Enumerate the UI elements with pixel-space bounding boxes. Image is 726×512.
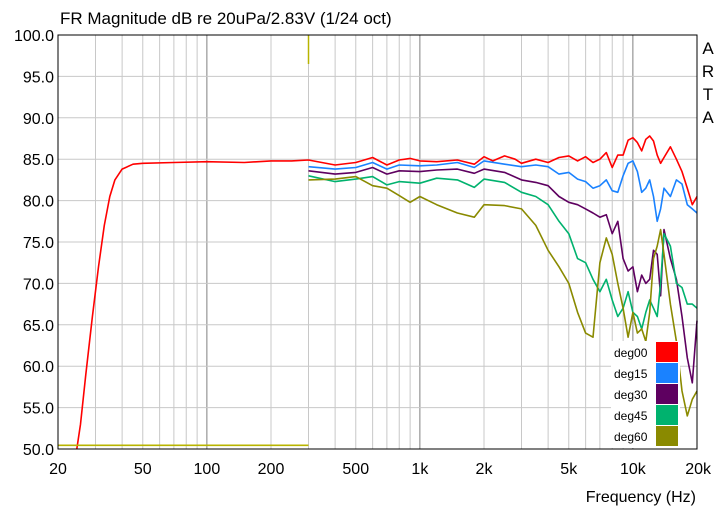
y-tick-label: 90.0 bbox=[23, 111, 54, 128]
arta-letter: R bbox=[702, 62, 714, 81]
y-tick-label: 100.0 bbox=[14, 28, 54, 45]
y-tick-label: 65.0 bbox=[23, 318, 54, 335]
legend: deg00 deg15 deg30 deg45 deg60 bbox=[611, 341, 680, 448]
legend-swatch bbox=[656, 342, 678, 362]
legend-swatch bbox=[656, 363, 678, 383]
legend-swatch bbox=[656, 384, 678, 404]
y-tick-label: 95.0 bbox=[23, 69, 54, 86]
arta-letter: A bbox=[702, 39, 714, 58]
y-tick-label: 75.0 bbox=[23, 235, 54, 252]
x-tick-label: 10k bbox=[620, 461, 647, 478]
grid-lines bbox=[58, 35, 697, 449]
legend-label: deg00 bbox=[614, 346, 648, 360]
x-tick-label: 20k bbox=[685, 461, 712, 478]
response-curves bbox=[58, 35, 698, 450]
legend-label: deg60 bbox=[614, 430, 648, 444]
x-tick-label: 500 bbox=[342, 461, 369, 478]
x-tick-label: 2k bbox=[476, 461, 494, 478]
x-tick-label: 20 bbox=[49, 461, 67, 478]
x-tick-labels: 20 50 100 200 500 1k 2k 5k 10k 20k bbox=[49, 461, 712, 478]
x-tick-label: 1k bbox=[411, 461, 429, 478]
y-tick-label: 70.0 bbox=[23, 276, 54, 293]
x-tick-label: 200 bbox=[258, 461, 285, 478]
y-tick-label: 55.0 bbox=[23, 401, 54, 418]
arta-letter: A bbox=[702, 108, 714, 127]
x-tick-label: 100 bbox=[194, 461, 221, 478]
series-line-deg00 bbox=[76, 135, 698, 450]
legend-label: deg30 bbox=[614, 388, 648, 402]
series-line-deg15 bbox=[308, 160, 698, 223]
y-tick-label: 80.0 bbox=[23, 194, 54, 211]
x-tick-label: 5k bbox=[560, 461, 578, 478]
y-tick-label: 60.0 bbox=[23, 359, 54, 376]
legend-label: deg15 bbox=[614, 367, 648, 381]
legend-label: deg45 bbox=[614, 409, 648, 423]
chart-title: FR Magnitude dB re 20uPa/2.83V (1/24 oct… bbox=[60, 9, 392, 28]
y-tick-label: 85.0 bbox=[23, 152, 54, 169]
plot-frame bbox=[57, 34, 698, 450]
series-line-deg45 bbox=[308, 175, 698, 330]
series-line-deg60 bbox=[308, 175, 698, 417]
arta-letter: T bbox=[703, 85, 713, 104]
legend-swatch bbox=[656, 426, 678, 446]
x-tick-label: 50 bbox=[134, 461, 152, 478]
y-tick-labels: 50.0 55.0 60.0 65.0 70.0 75.0 80.0 85.0 90.0 95.0… bbox=[14, 28, 54, 459]
legend-swatch bbox=[656, 405, 678, 425]
x-axis-label: Frequency (Hz) bbox=[586, 489, 696, 506]
y-tick-label: 50.0 bbox=[23, 442, 54, 459]
